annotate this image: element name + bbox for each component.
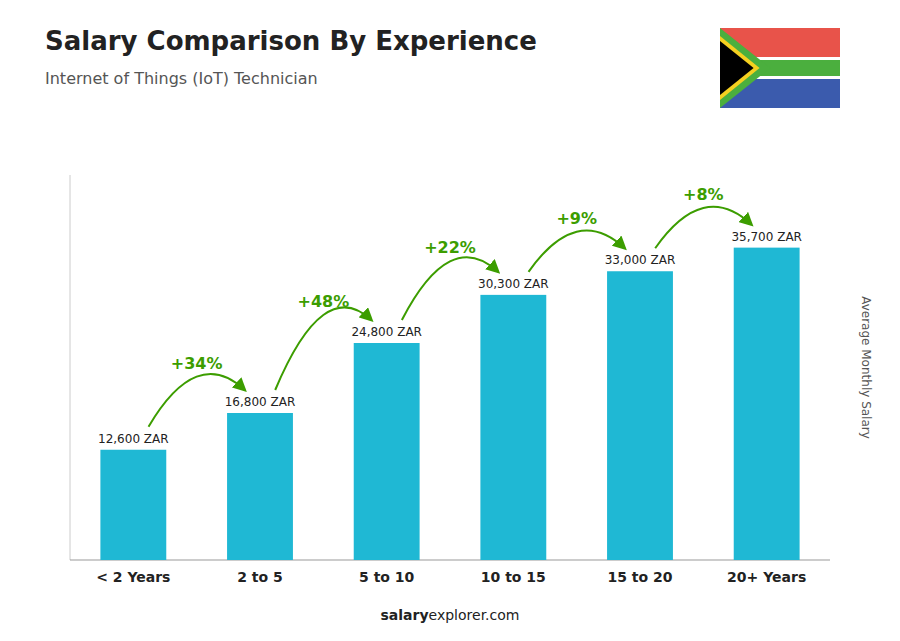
subtitle: Internet of Things (IoT) Technician (45, 69, 318, 88)
data-label: 12,600 ZAR (98, 432, 169, 446)
annotation: +48% (297, 292, 349, 311)
bar (100, 450, 166, 560)
data-label: 35,700 ZAR (731, 230, 802, 244)
footer-part: explorer.com (429, 607, 520, 623)
annotation: +8% (683, 185, 724, 204)
footer: salaryexplorer.com (381, 607, 520, 623)
flag-part (720, 36, 760, 100)
data-label: 33,000 ZAR (605, 253, 676, 267)
bar (354, 343, 420, 560)
bar (480, 295, 546, 560)
data-label: 16,800 ZAR (225, 395, 296, 409)
y-axis-line (70, 175, 71, 560)
change-arrow (275, 307, 371, 390)
data-label: 30,300 ZAR (478, 277, 549, 291)
chart: Salary Comparison By Experience Internet … (0, 0, 900, 641)
annotation: +34% (171, 354, 223, 373)
flag (720, 28, 840, 108)
change-arrow (402, 257, 498, 320)
bar (227, 413, 293, 560)
flag-part (720, 28, 770, 108)
bars (100, 248, 799, 560)
title: Salary Comparison By Experience (45, 26, 537, 56)
x-tick-label: 15 to 20 (607, 569, 672, 585)
change-arrow (655, 207, 751, 248)
bar (734, 248, 800, 560)
x-tick-label: 10 to 15 (481, 569, 546, 585)
data-label: 24,800 ZAR (351, 325, 422, 339)
change-arrow (149, 374, 245, 427)
y-axis-label: Average Monthly Salary (859, 296, 873, 439)
change-arrow (529, 230, 625, 271)
x-tick-label: 5 to 10 (359, 569, 415, 585)
flag-part (720, 41, 754, 95)
x-axis-line (70, 560, 830, 561)
annotation: +22% (424, 238, 476, 257)
x-tick-label: 2 to 5 (237, 569, 283, 585)
bar (607, 271, 673, 560)
footer-part: salary (381, 607, 429, 623)
annotation: +9% (556, 209, 597, 228)
x-tick-label: 20+ Years (727, 569, 806, 585)
x-tick-label: < 2 Years (96, 569, 170, 585)
